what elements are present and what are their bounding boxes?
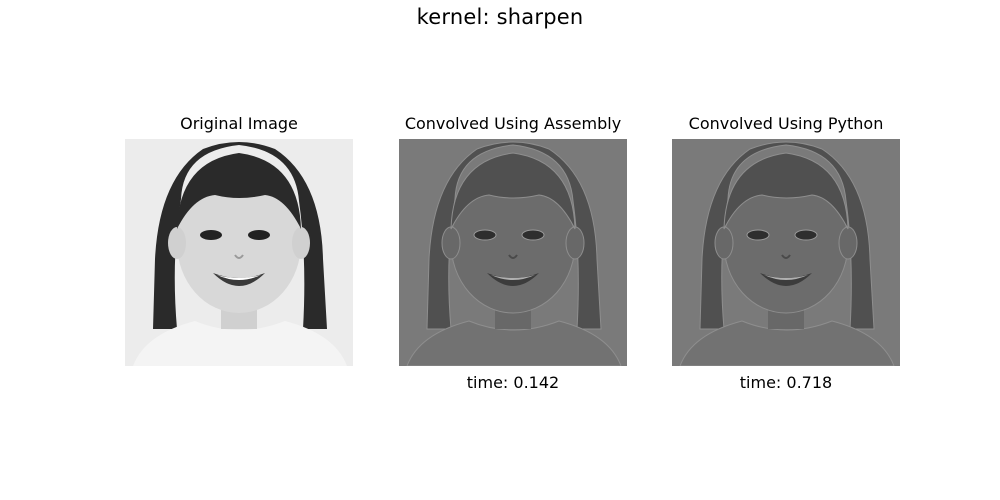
portrait-python-svg <box>672 139 900 366</box>
portrait-assembly-svg <box>399 139 627 366</box>
python-image <box>672 139 900 366</box>
panel-title-original: Original Image <box>109 114 369 133</box>
eye-left <box>200 230 222 240</box>
assembly-image <box>399 139 627 366</box>
ear-right <box>839 227 857 259</box>
panel-xlabel-python: time: 0.718 <box>656 373 916 392</box>
figure-title: kernel: sharpen <box>0 5 1000 29</box>
eye-left <box>747 230 769 240</box>
ear-left <box>168 227 186 259</box>
ear-left <box>442 227 460 259</box>
ear-right <box>566 227 584 259</box>
panel-xlabel-assembly: time: 0.142 <box>383 373 643 392</box>
eye-right <box>795 230 817 240</box>
ear-right <box>292 227 310 259</box>
portrait-original-svg <box>125 139 353 366</box>
panel-title-python: Convolved Using Python <box>656 114 916 133</box>
eye-left <box>474 230 496 240</box>
eye-right <box>248 230 270 240</box>
panel-title-assembly: Convolved Using Assembly <box>383 114 643 133</box>
eye-right <box>522 230 544 240</box>
ear-left <box>715 227 733 259</box>
original-image <box>125 139 353 366</box>
